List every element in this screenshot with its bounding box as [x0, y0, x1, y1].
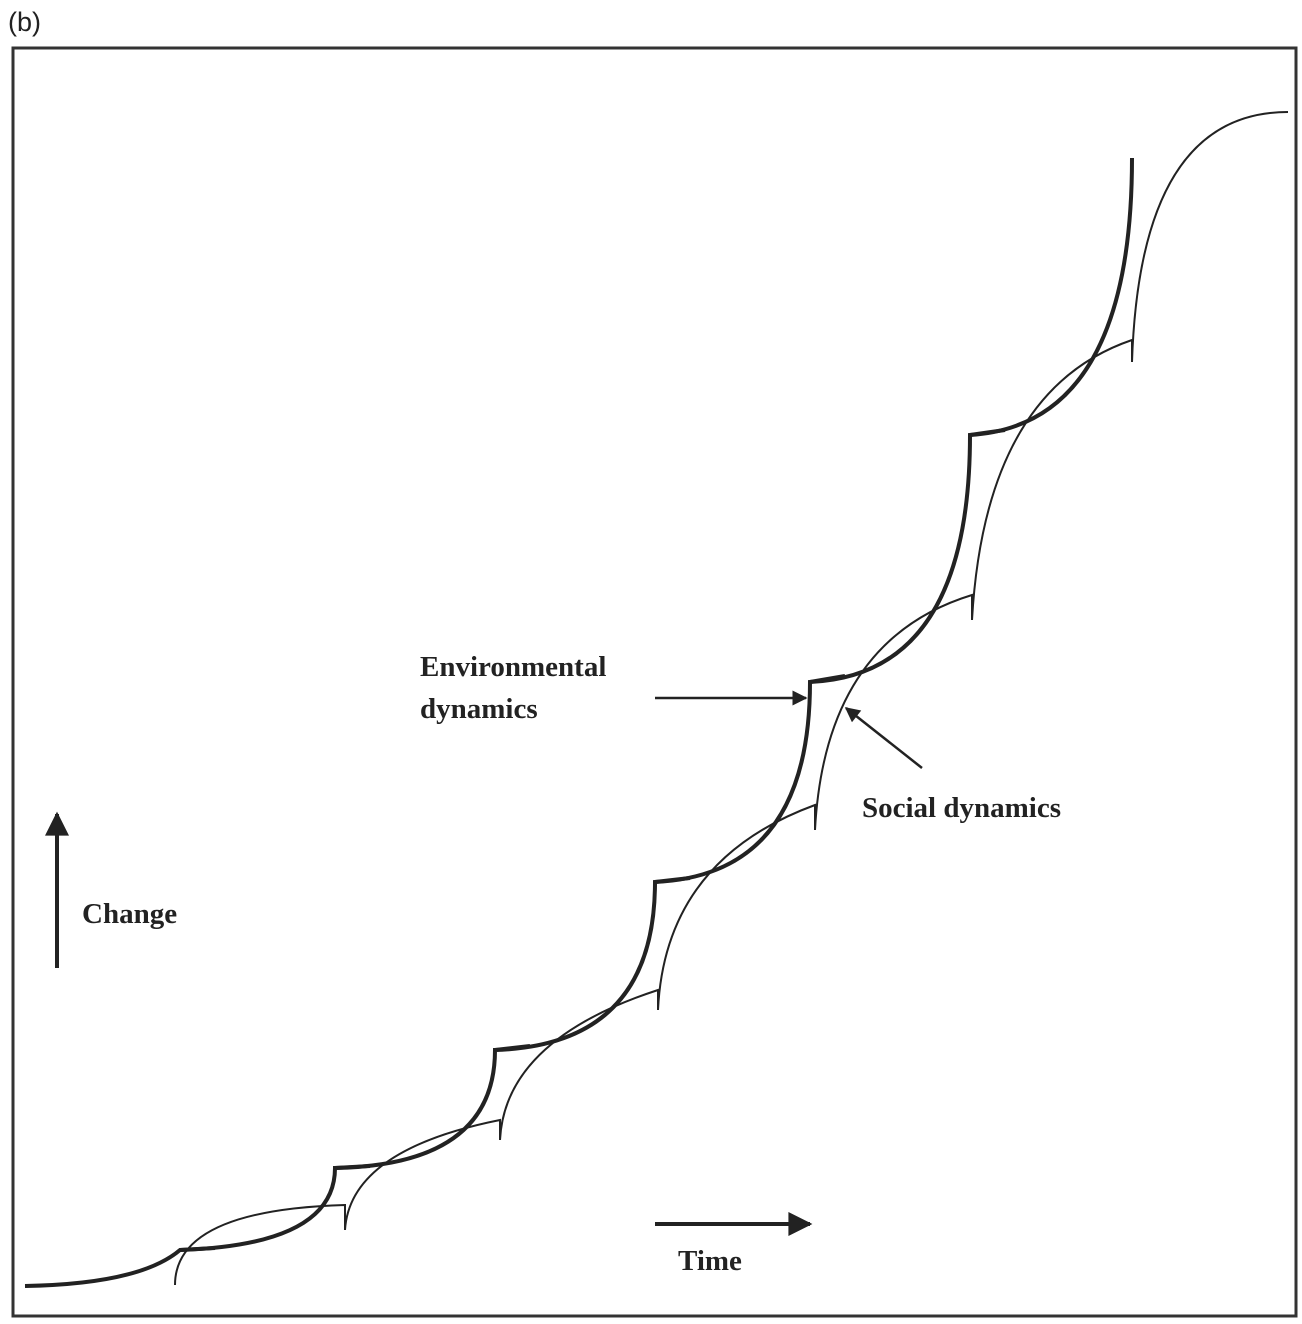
x-axis-label: Time	[678, 1245, 742, 1277]
environmental-cusps	[179, 428, 1006, 1252]
environmental-curve	[24, 157, 1134, 1288]
social-label: Social dynamics	[862, 792, 1061, 824]
panel-label: (b)	[8, 7, 41, 37]
environmental-label: dynamics	[420, 693, 538, 725]
social-arrow	[844, 707, 923, 769]
environmental-label: Environmental	[420, 651, 606, 683]
frame	[11, 46, 1298, 1318]
y-axis-label: Change	[82, 898, 177, 930]
social-curve	[174, 111, 1289, 1286]
